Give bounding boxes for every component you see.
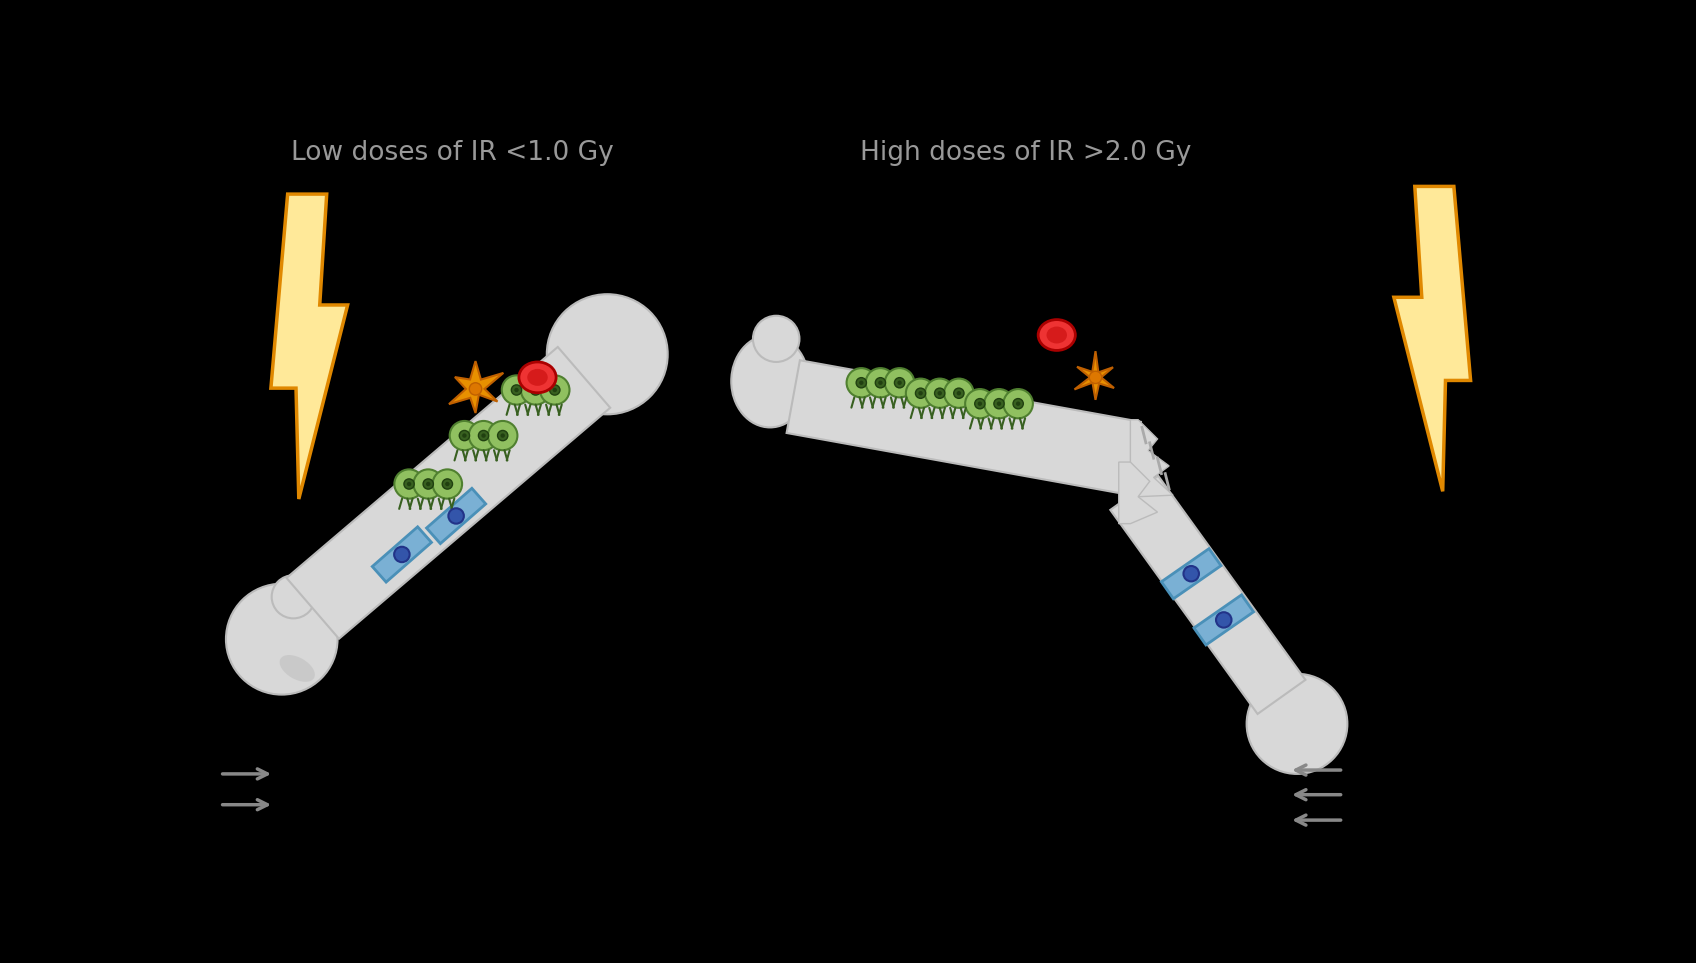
Polygon shape — [271, 195, 348, 499]
Circle shape — [1247, 674, 1347, 774]
Polygon shape — [1162, 549, 1221, 599]
Circle shape — [488, 421, 517, 450]
Polygon shape — [1075, 351, 1114, 400]
Polygon shape — [426, 488, 485, 543]
Circle shape — [497, 430, 507, 441]
Circle shape — [938, 391, 941, 396]
Circle shape — [1016, 402, 1021, 405]
Circle shape — [426, 482, 431, 486]
Circle shape — [906, 378, 934, 408]
Circle shape — [546, 295, 668, 414]
Circle shape — [897, 380, 902, 385]
Circle shape — [539, 376, 570, 404]
Circle shape — [977, 402, 982, 405]
Circle shape — [965, 389, 994, 418]
Circle shape — [449, 421, 480, 450]
Circle shape — [984, 389, 1014, 418]
Polygon shape — [1111, 476, 1306, 714]
Ellipse shape — [1038, 320, 1075, 351]
Circle shape — [478, 430, 488, 441]
Circle shape — [753, 316, 799, 362]
Circle shape — [953, 388, 963, 399]
Circle shape — [945, 378, 974, 408]
Circle shape — [463, 433, 466, 438]
Circle shape — [414, 469, 443, 499]
Circle shape — [482, 433, 485, 438]
Circle shape — [885, 368, 914, 398]
Circle shape — [1216, 612, 1231, 628]
Ellipse shape — [519, 362, 556, 393]
Circle shape — [879, 380, 882, 385]
Polygon shape — [449, 361, 504, 413]
Text: High doses of IR >2.0 Gy: High doses of IR >2.0 Gy — [860, 140, 1191, 166]
Circle shape — [448, 508, 465, 524]
Circle shape — [550, 385, 560, 395]
Polygon shape — [787, 360, 1141, 495]
Polygon shape — [287, 347, 611, 638]
Polygon shape — [1394, 187, 1470, 491]
Circle shape — [393, 547, 410, 562]
Circle shape — [1013, 399, 1023, 409]
Circle shape — [422, 479, 434, 489]
Circle shape — [443, 479, 453, 489]
Circle shape — [521, 376, 551, 404]
Circle shape — [994, 399, 1004, 409]
Circle shape — [997, 402, 1001, 405]
Circle shape — [226, 584, 338, 694]
Circle shape — [395, 469, 424, 499]
Circle shape — [470, 382, 482, 395]
Circle shape — [846, 368, 877, 398]
Circle shape — [916, 388, 926, 399]
Circle shape — [500, 433, 505, 438]
Circle shape — [514, 388, 519, 392]
Ellipse shape — [280, 655, 315, 682]
Circle shape — [856, 377, 867, 388]
Circle shape — [502, 376, 531, 404]
Ellipse shape — [527, 369, 548, 386]
Circle shape — [510, 385, 522, 395]
Circle shape — [468, 421, 499, 450]
Ellipse shape — [1046, 326, 1067, 344]
Polygon shape — [1130, 420, 1174, 497]
Circle shape — [404, 479, 414, 489]
Circle shape — [865, 368, 895, 398]
Circle shape — [534, 388, 538, 392]
Circle shape — [531, 385, 541, 395]
Circle shape — [1089, 371, 1102, 383]
Ellipse shape — [731, 335, 809, 428]
Circle shape — [934, 388, 945, 399]
Circle shape — [1004, 389, 1033, 418]
Circle shape — [553, 388, 556, 392]
Polygon shape — [1119, 462, 1157, 524]
Circle shape — [918, 391, 923, 396]
Circle shape — [975, 399, 985, 409]
Polygon shape — [1194, 595, 1253, 645]
Circle shape — [875, 377, 885, 388]
Circle shape — [271, 575, 315, 618]
Circle shape — [860, 380, 863, 385]
Circle shape — [894, 377, 904, 388]
Circle shape — [1184, 566, 1199, 582]
Circle shape — [432, 469, 461, 499]
Circle shape — [407, 482, 412, 486]
Circle shape — [924, 378, 955, 408]
Polygon shape — [373, 527, 431, 582]
Circle shape — [444, 482, 449, 486]
Circle shape — [957, 391, 962, 396]
Circle shape — [460, 430, 470, 441]
Text: Low doses of IR <1.0 Gy: Low doses of IR <1.0 Gy — [292, 140, 614, 166]
